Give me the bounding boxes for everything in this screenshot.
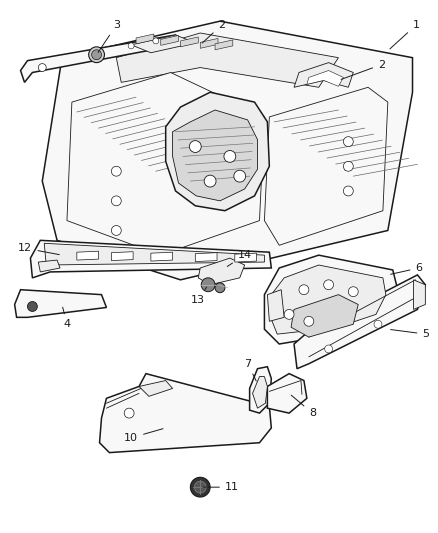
Polygon shape (294, 62, 353, 87)
Polygon shape (265, 87, 388, 245)
Text: 4: 4 (63, 307, 71, 329)
Text: 2: 2 (341, 60, 385, 79)
Circle shape (189, 141, 201, 152)
Text: 13: 13 (191, 287, 207, 304)
Circle shape (153, 38, 159, 44)
Polygon shape (139, 381, 173, 397)
Polygon shape (99, 374, 271, 453)
Polygon shape (44, 243, 265, 265)
Polygon shape (151, 252, 173, 261)
Text: 1: 1 (390, 20, 420, 49)
Text: 3: 3 (98, 20, 120, 52)
Circle shape (343, 136, 353, 147)
Circle shape (111, 166, 121, 176)
Polygon shape (267, 290, 284, 321)
Text: 6: 6 (391, 263, 423, 274)
Circle shape (204, 175, 216, 187)
Polygon shape (413, 280, 425, 310)
Polygon shape (173, 110, 258, 201)
Polygon shape (136, 34, 154, 44)
Circle shape (201, 278, 215, 292)
Text: 7: 7 (244, 359, 256, 381)
Polygon shape (253, 377, 267, 408)
Circle shape (124, 408, 134, 418)
Circle shape (38, 63, 46, 71)
Polygon shape (271, 265, 386, 334)
Circle shape (304, 317, 314, 326)
Circle shape (88, 47, 105, 62)
Polygon shape (30, 240, 271, 278)
Circle shape (374, 320, 382, 328)
Circle shape (224, 150, 236, 163)
Text: 10: 10 (124, 429, 163, 443)
Polygon shape (198, 258, 245, 285)
Circle shape (325, 345, 332, 353)
Polygon shape (161, 36, 179, 45)
Circle shape (194, 481, 206, 493)
Polygon shape (294, 275, 425, 369)
Circle shape (343, 186, 353, 196)
Polygon shape (215, 40, 233, 50)
Polygon shape (117, 33, 339, 87)
Polygon shape (267, 374, 307, 413)
Circle shape (111, 196, 121, 206)
Circle shape (191, 477, 210, 497)
Polygon shape (67, 72, 265, 255)
Polygon shape (77, 251, 99, 260)
Circle shape (234, 170, 246, 182)
Polygon shape (250, 367, 271, 413)
Circle shape (299, 285, 309, 295)
Text: 5: 5 (391, 329, 429, 339)
Polygon shape (291, 295, 358, 337)
Polygon shape (42, 21, 413, 280)
Text: 11: 11 (203, 482, 239, 492)
Circle shape (92, 50, 102, 60)
Polygon shape (38, 260, 60, 272)
Circle shape (284, 310, 294, 319)
Text: 8: 8 (291, 395, 316, 418)
Polygon shape (200, 38, 218, 49)
Polygon shape (307, 70, 343, 86)
Circle shape (343, 161, 353, 171)
Circle shape (324, 280, 333, 290)
Polygon shape (235, 253, 257, 262)
Polygon shape (131, 35, 195, 53)
Circle shape (128, 43, 134, 49)
Text: 12: 12 (18, 243, 59, 255)
Circle shape (215, 283, 225, 293)
Circle shape (111, 225, 121, 236)
Polygon shape (166, 92, 269, 211)
Text: 2: 2 (202, 20, 225, 43)
Polygon shape (265, 255, 398, 344)
Circle shape (28, 302, 37, 311)
Polygon shape (21, 35, 179, 83)
Circle shape (348, 287, 358, 296)
Polygon shape (111, 252, 133, 261)
Polygon shape (195, 253, 217, 262)
Text: 14: 14 (227, 250, 252, 266)
Polygon shape (180, 37, 198, 47)
Polygon shape (14, 290, 106, 317)
